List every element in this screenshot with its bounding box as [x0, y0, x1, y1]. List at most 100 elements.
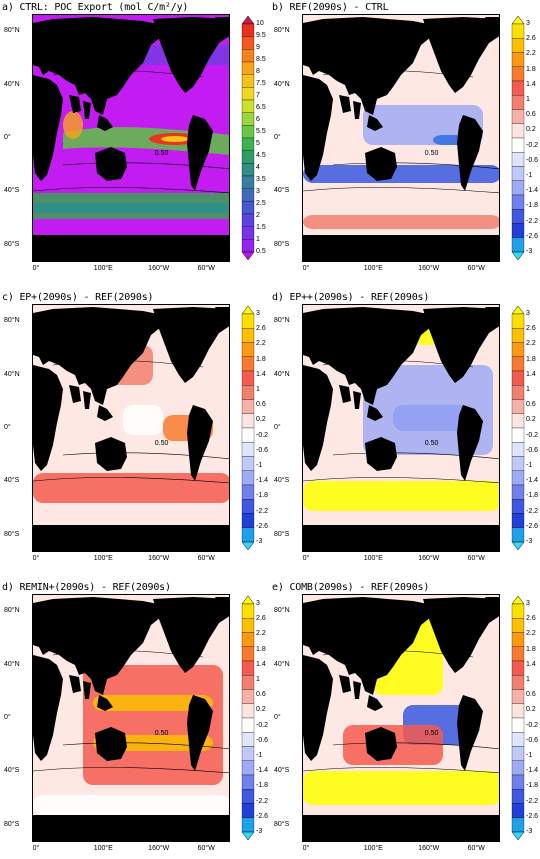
landmass	[33, 235, 229, 261]
colorbar-band	[241, 456, 255, 471]
panel-ref-minus-ctrl: b) REF(2090s) - CTRL 0.50 80°N 40°N 0° 40°S 8…	[270, 0, 540, 282]
colorbar-band	[511, 66, 525, 82]
colorbar-top-arrow	[241, 15, 255, 25]
latitude-label: 80°S	[274, 240, 290, 248]
colorbar-band	[241, 760, 255, 776]
colorbar-label: 3.5	[256, 176, 266, 183]
colorbar-label: -3	[526, 828, 533, 835]
longitude-label: 60°W	[197, 845, 215, 852]
colorbar-label: -3	[256, 538, 263, 545]
colorbar-label: 9.5	[256, 32, 266, 39]
latitude-label: 80°S	[4, 820, 20, 828]
map-graphic	[303, 595, 499, 841]
colorbar-label: 3	[526, 310, 530, 317]
colorbar-band	[511, 95, 525, 110]
colorbar-band	[511, 23, 525, 39]
colorbar-band	[241, 717, 255, 733]
contour-line	[52, 360, 204, 368]
colorbar-label: 1	[256, 386, 260, 393]
anomaly-patch	[303, 165, 499, 183]
colorbar-band	[511, 817, 525, 833]
latitude-label: 0°	[4, 134, 11, 141]
landmass	[83, 101, 91, 119]
latitude-label: 80°S	[4, 240, 20, 248]
colorbar-label: -1.4	[526, 767, 539, 775]
colorbar-top-arrow	[511, 305, 525, 315]
latitude-label: 80°N	[274, 27, 290, 35]
latitude-label: 0°	[4, 714, 11, 721]
landmass	[485, 307, 499, 319]
colorbar-label: -0.2	[256, 721, 269, 729]
longitude-label: 0°	[32, 265, 40, 272]
colorbar-band	[241, 49, 255, 63]
colorbar-label: 1.8	[526, 65, 536, 73]
panel-remin-plus-minus-ref: d) REMIN+(2090s) - REF(2090s) 0.50 80°N 40…	[0, 580, 270, 859]
colorbar-label: -0.6	[256, 446, 269, 454]
map-frame	[302, 594, 500, 842]
colorbar-band	[241, 746, 255, 761]
colorbar-label: 7.5	[256, 80, 266, 87]
colorbar-label: -1.8	[256, 492, 269, 500]
longitude-label: 60°W	[197, 265, 215, 272]
colorbar-band	[241, 36, 255, 50]
arabian-sea-max	[63, 111, 83, 139]
landmass	[303, 525, 499, 551]
landmass	[33, 525, 229, 551]
contour-line	[332, 162, 499, 170]
landmass	[353, 101, 361, 119]
longitude-label: 160°W	[148, 555, 170, 562]
longitude-label: 160°W	[418, 265, 440, 272]
map-frame	[32, 304, 230, 552]
colorbar-bottom-arrow	[511, 831, 525, 841]
latitude-label: 40°N	[4, 370, 20, 378]
colorbar-graphic	[511, 595, 525, 841]
landmass	[303, 365, 333, 471]
colorbar-label: -2.2	[526, 797, 539, 805]
colorbar-label: 3	[256, 310, 260, 317]
contour-line	[303, 477, 499, 484]
landmass	[33, 655, 63, 761]
latitude-label: 40°N	[4, 660, 20, 668]
longitude-label: 160°W	[148, 845, 170, 852]
colorbar-label: 1.8	[256, 645, 266, 653]
contour-line	[62, 162, 229, 170]
panel-title: d) REMIN+(2090s) - REF(2090s)	[2, 582, 171, 593]
colorbar-bottom-arrow	[511, 541, 525, 551]
longitude-label: 160°W	[418, 845, 440, 852]
colorbar-label: 2.6	[526, 325, 536, 333]
latitude-label: 40°S	[274, 767, 290, 775]
landmass	[215, 307, 229, 319]
panel-ep-plusplus-minus-ref: d) EP++(2090s) - REF(2090s) 0.50 80°N 40°N…	[270, 290, 540, 572]
colorbar-label: -0.2	[256, 431, 269, 439]
panel-ctrl-poc-export: a) CTRL: POC Export (mol C/m²/y) 0.50 80°…	[0, 0, 270, 282]
colorbar-label: -2.2	[526, 217, 539, 225]
landmass	[187, 405, 213, 481]
colorbar-label: -1	[526, 462, 533, 469]
contour-line	[332, 742, 499, 750]
contour-line	[322, 70, 474, 78]
colorbar-band	[241, 817, 255, 833]
contour-label: 0.50	[424, 150, 439, 158]
equatorial-max-core	[161, 136, 189, 142]
colorbar-band	[511, 527, 525, 543]
map-frame	[302, 14, 500, 262]
landmass	[69, 95, 81, 113]
colorbar-band	[511, 427, 525, 443]
panel-title: e) COMB(2090s) - REF(2090s)	[272, 582, 430, 593]
colorbar-label: -3	[526, 248, 533, 255]
latitude-label: 80°S	[274, 530, 290, 538]
colorbar-label: 0.6	[256, 401, 266, 409]
landmass	[365, 147, 397, 181]
colorbar-label: 1	[526, 386, 530, 393]
landmass	[83, 391, 91, 409]
panel-ep-plus-minus-ref: c) EP+(2090s) - REF(2090s) 0.50 80°N 40°N 0…	[0, 290, 270, 572]
colorbar-band	[241, 442, 255, 457]
colorbar-band	[511, 399, 525, 414]
contour-line	[33, 187, 229, 194]
latitude-label: 80°N	[4, 607, 20, 615]
anomaly-patch	[33, 473, 229, 503]
map-graphic	[303, 15, 499, 261]
landmass	[97, 405, 113, 421]
latitude-label: 40°N	[4, 80, 20, 88]
colorbar-label: -2.2	[256, 797, 269, 805]
